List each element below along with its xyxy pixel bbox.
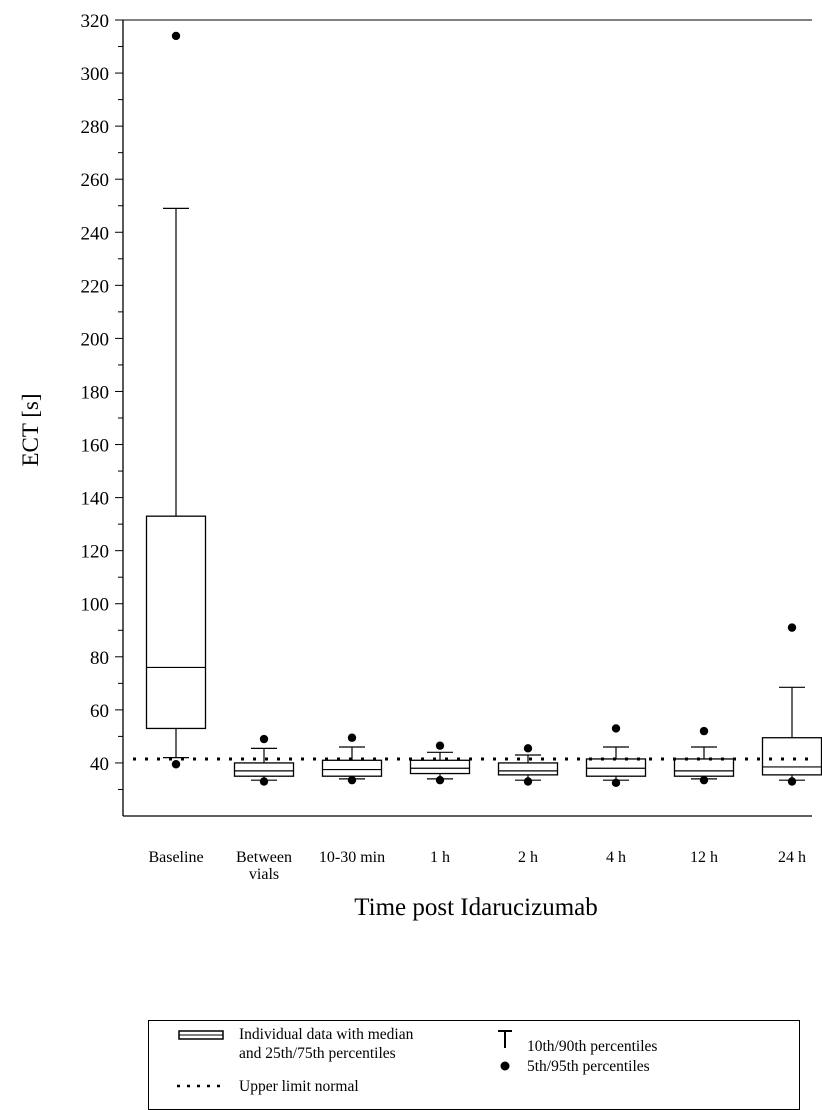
y-axis-ticks: 40 60 80 100 120 140 160 180 200 220 240 260 280 300 3…: [81, 11, 123, 790]
y-tick-label: 80: [90, 648, 109, 669]
box-2: [321, 733, 383, 785]
iqr-box: [145, 515, 207, 730]
box-legend-icon: [178, 1030, 224, 1040]
y-tick-label: 260: [81, 170, 110, 191]
iqr-box: [585, 758, 647, 777]
p5-dot: [523, 777, 533, 786]
whisker-legend-icon: [498, 1030, 512, 1048]
box-3: [409, 741, 471, 785]
box-7: [761, 623, 822, 786]
y-tick-label: 220: [81, 276, 110, 297]
box-0: [145, 31, 207, 769]
box-1: [233, 734, 295, 786]
y-tick-label: 200: [81, 329, 110, 350]
p95-dot: [259, 734, 269, 744]
y-tick-label: 40: [90, 754, 109, 775]
iqr-box: [233, 762, 295, 777]
x-tick-label: 10-30 min: [319, 849, 385, 866]
p5-dot: [347, 775, 357, 785]
y-tick-label: 320: [81, 11, 110, 32]
x-tick-label: 1 h: [430, 849, 450, 866]
x-tick-label: 24 h: [778, 849, 806, 866]
p5-dot: [611, 778, 621, 788]
x-tick-label: vials: [249, 866, 279, 883]
y-tick-label: 300: [81, 64, 110, 85]
p95-dot: [435, 741, 445, 750]
iqr-box: [409, 759, 471, 775]
p5-dot: [699, 775, 709, 785]
x-tick-label: 4 h: [606, 849, 626, 866]
box-4: [497, 744, 559, 786]
p5-dot: [435, 775, 445, 785]
dotted-line-legend-icon: [177, 1084, 223, 1088]
legend-whisker-label: 10th/90th percentiles: [527, 1038, 658, 1055]
dot-legend-icon: [500, 1061, 510, 1071]
y-tick-label: 240: [81, 223, 110, 244]
x-axis-label: Time post Idarucizumab: [354, 894, 597, 921]
ect-box-plot: 40 60 80 100 120 140 160 180 200 220 240 260 280 300 3…: [18, 11, 822, 921]
y-tick-label: 120: [81, 542, 110, 563]
x-tick-label: Baseline: [148, 849, 203, 866]
box-plot-series: [133, 31, 822, 788]
x-tick-label: 12 h: [690, 849, 718, 866]
box-6: [673, 726, 735, 785]
p5-dot: [171, 760, 181, 769]
box-5: [585, 724, 647, 788]
iqr-box: [321, 759, 383, 777]
legend-dots-label: 5th/95th percentiles: [527, 1058, 650, 1075]
x-tick-label: 2 h: [518, 849, 538, 866]
p95-dot: [611, 724, 621, 733]
y-tick-label: 280: [81, 117, 110, 138]
p95-dot: [171, 31, 181, 41]
p5-dot: [259, 777, 269, 786]
p95-dot: [347, 733, 357, 742]
iqr-box: [761, 737, 822, 776]
legend-box-label: Individual data with median and 25th/75t…: [239, 1026, 414, 1062]
legend-line-label: Upper limit normal: [239, 1078, 359, 1095]
x-tick-label: Between: [236, 849, 292, 866]
y-tick-label: 160: [81, 436, 110, 457]
iqr-box: [673, 758, 735, 777]
y-tick-label: 180: [81, 382, 110, 403]
y-tick-label: 60: [90, 701, 109, 722]
p95-dot: [699, 726, 709, 736]
p95-dot: [523, 744, 533, 753]
y-tick-label: 100: [81, 595, 110, 616]
p95-dot: [787, 623, 797, 632]
y-tick-label: 140: [81, 489, 110, 510]
y-axis-label: ECT [s]: [18, 393, 43, 466]
iqr-box: [497, 762, 559, 776]
p5-dot: [787, 777, 797, 786]
legend: Individual data with median and 25th/75t…: [148, 1020, 800, 1110]
